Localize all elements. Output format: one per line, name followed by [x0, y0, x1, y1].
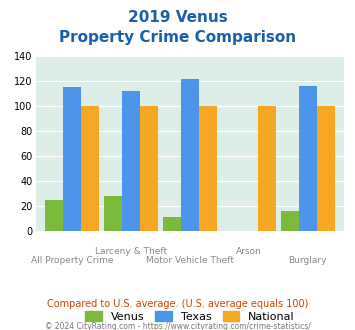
Bar [45, 200, 63, 231]
Bar [104, 196, 122, 231]
Bar [181, 79, 199, 231]
Bar [258, 106, 276, 231]
Bar [317, 106, 334, 231]
Bar [280, 211, 299, 231]
Text: 2019 Venus: 2019 Venus [128, 10, 227, 25]
Bar [163, 217, 181, 231]
Text: Motor Vehicle Theft: Motor Vehicle Theft [146, 256, 234, 265]
Bar [122, 91, 140, 231]
Text: Compared to U.S. average. (U.S. average equals 100): Compared to U.S. average. (U.S. average … [47, 299, 308, 309]
Text: Property Crime Comparison: Property Crime Comparison [59, 30, 296, 45]
Text: Burglary: Burglary [288, 256, 327, 265]
Text: © 2024 CityRating.com - https://www.cityrating.com/crime-statistics/: © 2024 CityRating.com - https://www.city… [45, 322, 310, 330]
Legend: Venus, Texas, National: Venus, Texas, National [81, 307, 299, 326]
Text: All Property Crime: All Property Crime [31, 256, 114, 265]
Bar [140, 106, 158, 231]
Bar [81, 106, 99, 231]
Bar [299, 86, 317, 231]
Text: Arson: Arson [236, 247, 262, 256]
Text: Larceny & Theft: Larceny & Theft [95, 247, 167, 256]
Bar [199, 106, 217, 231]
Bar [63, 87, 81, 231]
